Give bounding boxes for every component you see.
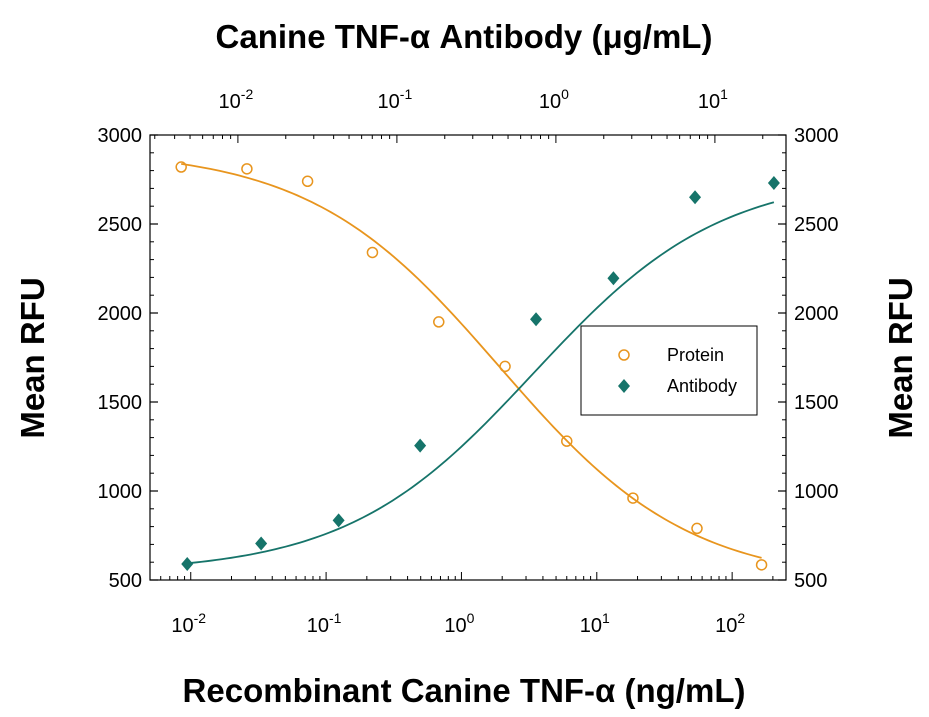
x-tick-label-bottom: 102 (715, 610, 745, 637)
y-tick-label-left: 1500 (98, 392, 143, 414)
fit-curve-antibody (187, 201, 775, 565)
y-axis-title-right: Mean RFU (882, 277, 919, 438)
y-tick-label-left: 500 (109, 570, 142, 592)
y-tick-label-left: 2500 (98, 214, 143, 236)
x-tick-label-top: 10-1 (378, 86, 413, 113)
x-tick-label-top: 100 (539, 86, 569, 113)
data-point-antibody (332, 513, 345, 528)
x-tick-label-top: 10-2 (219, 86, 254, 113)
y-axis-right: 500 1000 1500 2000 2500 3000 (778, 125, 839, 592)
data-point-protein (241, 163, 253, 175)
data-point-protein (301, 175, 314, 188)
legend-box (580, 325, 758, 416)
data-point-protein (433, 316, 445, 328)
data-point-protein (366, 246, 379, 259)
data-point-protein (691, 522, 703, 535)
data-points (175, 161, 780, 571)
y-tick-label-left: 2000 (98, 303, 143, 325)
data-point-antibody (530, 312, 543, 327)
legend-marker-protein (618, 349, 630, 361)
plot-area (149, 134, 787, 581)
fit-curves (181, 163, 775, 565)
data-point-antibody (689, 190, 702, 205)
y-tick-label-right: 2000 (794, 303, 839, 325)
legend-marker-antibody (618, 379, 630, 393)
legend-label-antibody: Antibody (667, 376, 737, 396)
data-point-protein (175, 161, 187, 173)
y-tick-label-right: 2500 (794, 214, 839, 236)
data-point-protein (755, 559, 768, 571)
y-tick-label-right: 3000 (794, 125, 839, 147)
y-axis-left: 500 1000 1500 2000 2500 3000 (98, 125, 158, 592)
y-tick-label-left: 3000 (98, 125, 143, 147)
x-axis-bottom: 10-2 10-1 100 101 102 (149, 572, 774, 637)
x-axis-top: 10-2 10-1 100 101 (154, 86, 764, 143)
y-tick-label-right: 500 (794, 570, 827, 592)
x-tick-label-bottom: 10-2 (171, 610, 206, 637)
legend-label-protein: Protein (667, 345, 724, 365)
chart-title: Canine TNF-α Antibody (μg/mL) (216, 18, 713, 55)
data-point-antibody (255, 536, 268, 551)
y-tick-label-right: 1000 (794, 481, 839, 503)
data-point-antibody (414, 438, 427, 453)
data-point-antibody (767, 176, 780, 191)
x-tick-label-bottom: 101 (580, 610, 610, 637)
legend: Protein Antibody (580, 325, 758, 416)
data-point-antibody (181, 556, 194, 571)
data-point-protein (499, 360, 511, 373)
fit-curve-protein (181, 163, 762, 559)
data-point-protein (561, 435, 573, 447)
data-point-protein (627, 492, 639, 504)
data-point-antibody (607, 271, 620, 286)
x-tick-label-bottom: 10-1 (307, 610, 342, 637)
y-tick-label-right: 1500 (794, 392, 839, 414)
x-axis-title: Recombinant Canine TNF-α (ng/mL) (183, 672, 746, 709)
y-axis-title-left: Mean RFU (14, 277, 51, 438)
x-tick-label-top: 101 (698, 86, 728, 113)
x-tick-label-bottom: 100 (444, 610, 474, 637)
y-tick-label-left: 1000 (98, 481, 143, 503)
